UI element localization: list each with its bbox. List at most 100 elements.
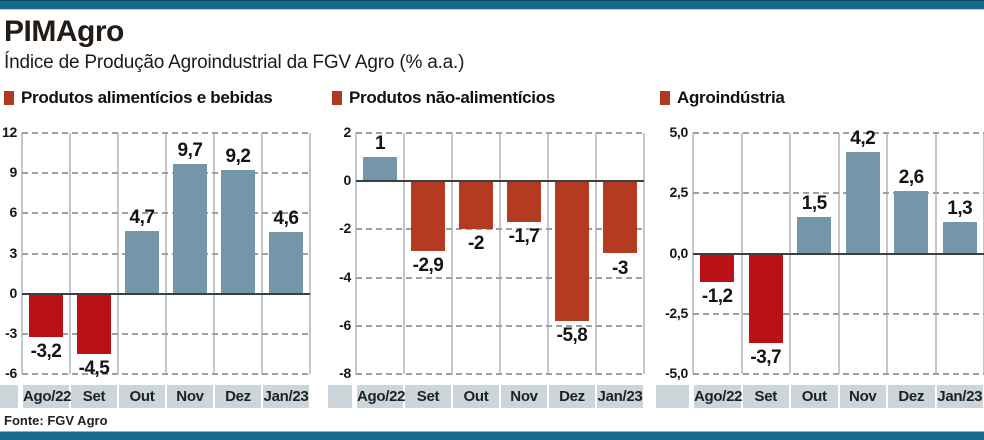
grid-line-h: [22, 373, 310, 375]
grid-line-h: [22, 172, 310, 175]
legend-item-alimenticios: Produtos alimentícios e bebidas: [0, 88, 328, 108]
bar-Out: [797, 217, 831, 254]
y-tick-label: 0,0: [669, 244, 688, 261]
x-axis-label: Nov: [167, 385, 213, 408]
x-axis-label: Ago/22: [694, 385, 743, 408]
grid-line-h: [693, 192, 984, 195]
y-tick-label: 2,5: [669, 184, 688, 201]
x-axis-label: Nov: [501, 385, 547, 408]
bar-value-label: -1,2: [701, 286, 733, 308]
x-axis-label: Set: [71, 385, 117, 408]
zero-line: [22, 292, 310, 295]
legend-label: Produtos não-alimentícios: [349, 88, 555, 107]
bar-value-label: -2,9: [412, 255, 444, 277]
legend-swatch-icon: [660, 91, 670, 105]
bar-Nov: [846, 152, 880, 254]
grid-line-v: [451, 133, 453, 374]
grid-line-h: [22, 332, 310, 335]
grid-line-h: [693, 132, 984, 134]
chart-alimenticios: 12 9 6 3 0 -3 -6 -3,2 -4,5 4,7 9,7 9,2 4,6 Ago/22 Set O…: [0, 124, 328, 408]
bar-value-label: 1,3: [947, 198, 973, 220]
x-axis-label: Ago/22: [23, 385, 72, 408]
x-axis-label: Ago/22: [357, 385, 406, 408]
bar-Set: [749, 253, 783, 343]
page-title: PIMAgro: [4, 15, 124, 48]
y-tick-label: -2,5: [665, 304, 688, 321]
bar-value-label: -3,2: [30, 340, 62, 362]
grid-line-v: [595, 133, 597, 374]
x-axis-label: Out: [453, 385, 499, 408]
bar-value-label: -3: [612, 257, 628, 279]
bar-value-label: 1: [374, 133, 386, 155]
legend-row: Produtos alimentícios e bebidas Produtos…: [0, 88, 984, 108]
chart-nao-alimenticios: 2 0 -2 -4 -6 -8 1 -2,9 -2 -1,7 -5,8 -3 Ago/22 Set Out N…: [328, 124, 656, 408]
bar-Set: [77, 293, 111, 354]
grid-line-h: [356, 373, 644, 375]
x-axis-label: Set: [405, 385, 451, 408]
bar-Ago/22: [29, 293, 63, 337]
x-axis-label: Dez: [888, 385, 935, 408]
grid-line-v: [547, 133, 549, 374]
x-axis-label: Dez: [215, 385, 261, 408]
y-tick-label: -3: [5, 324, 17, 341]
y-tick-label: -4: [339, 268, 351, 285]
grid-line-h: [356, 276, 644, 279]
y-tick-label: -6: [5, 365, 17, 381]
legend-item-agroindustria: Agroindústria: [656, 88, 984, 108]
charts-row: 12 9 6 3 0 -3 -6 -3,2 -4,5 4,7 9,7 9,2 4,6 Ago/22 Set O…: [0, 124, 984, 408]
source-note: Fonte: FGV Agro: [4, 413, 108, 428]
y-tick-label: 3: [9, 244, 18, 261]
chart-agroindustria: 5,0 2,5 0,0 -2,5 -5,0 -1,2 -3,7 1,5 4,2 2,6 1,3 Ago…: [656, 124, 984, 408]
bar-Nov: [507, 181, 541, 223]
bar-Nov: [173, 163, 207, 294]
bar-Jan/23: [269, 232, 303, 294]
x-axis-label: Jan/23: [936, 385, 983, 408]
header: PIMAgro Índice de Produção Agroindustria…: [4, 17, 984, 74]
y-tick-label: -5,0: [665, 365, 688, 381]
bar-value-label: -1,7: [508, 226, 540, 248]
zero-line: [356, 180, 644, 183]
legend-swatch-icon: [332, 91, 342, 105]
legend-label: Agroindústria: [677, 88, 785, 107]
grid-line-v: [403, 133, 405, 374]
bar-value-label: 4,2: [850, 128, 876, 150]
x-axis-label: Out: [791, 385, 838, 408]
x-axis-label: Nov: [839, 385, 886, 408]
y-tick-label: 0: [343, 172, 352, 189]
grid-line-v: [499, 133, 501, 374]
grid-line-h: [22, 252, 310, 255]
bar-Set: [411, 181, 445, 252]
bar-Jan/23: [603, 181, 637, 254]
grid-line-h: [22, 212, 310, 215]
zero-line: [693, 252, 984, 255]
grid-line-h: [22, 132, 310, 134]
bar-value-label: -4,5: [78, 357, 110, 379]
bar-value-label: 2,6: [898, 166, 924, 188]
grid-line-h: [356, 228, 644, 231]
bar-value-label: 4,6: [273, 208, 299, 230]
y-tick-label: 0: [9, 284, 18, 301]
grid-line-v: [309, 133, 311, 374]
bar-value-label: 9,7: [177, 139, 203, 161]
bar-value-label: 9,2: [225, 146, 251, 168]
grid-line-h: [356, 132, 644, 134]
bar-Dez: [555, 181, 589, 321]
bottom-accent-bar: [0, 431, 984, 440]
y-tick-label: 9: [9, 164, 18, 181]
y-tick-label: -6: [339, 316, 351, 333]
page-subtitle: Índice de Produção Agroindustrial da FGV…: [4, 52, 465, 73]
grid-line-v: [643, 133, 645, 374]
y-tick-label: 5,0: [669, 124, 688, 140]
y-tick-label: 2: [343, 124, 352, 140]
legend-label: Produtos alimentícios e bebidas: [21, 88, 273, 107]
bar-value-label: -5,8: [556, 324, 588, 346]
x-axis-band-stub: [656, 385, 689, 408]
y-tick-label: 6: [9, 204, 18, 221]
x-axis-label: Set: [742, 385, 789, 408]
x-axis-label: Jan/23: [597, 385, 643, 408]
x-axis-label: Jan/23: [263, 385, 309, 408]
grid-line-h: [356, 324, 644, 327]
bar-Out: [459, 181, 493, 230]
legend-item-nao-alimenticios: Produtos não-alimentícios: [328, 88, 656, 108]
x-axis-label: Out: [119, 385, 165, 408]
